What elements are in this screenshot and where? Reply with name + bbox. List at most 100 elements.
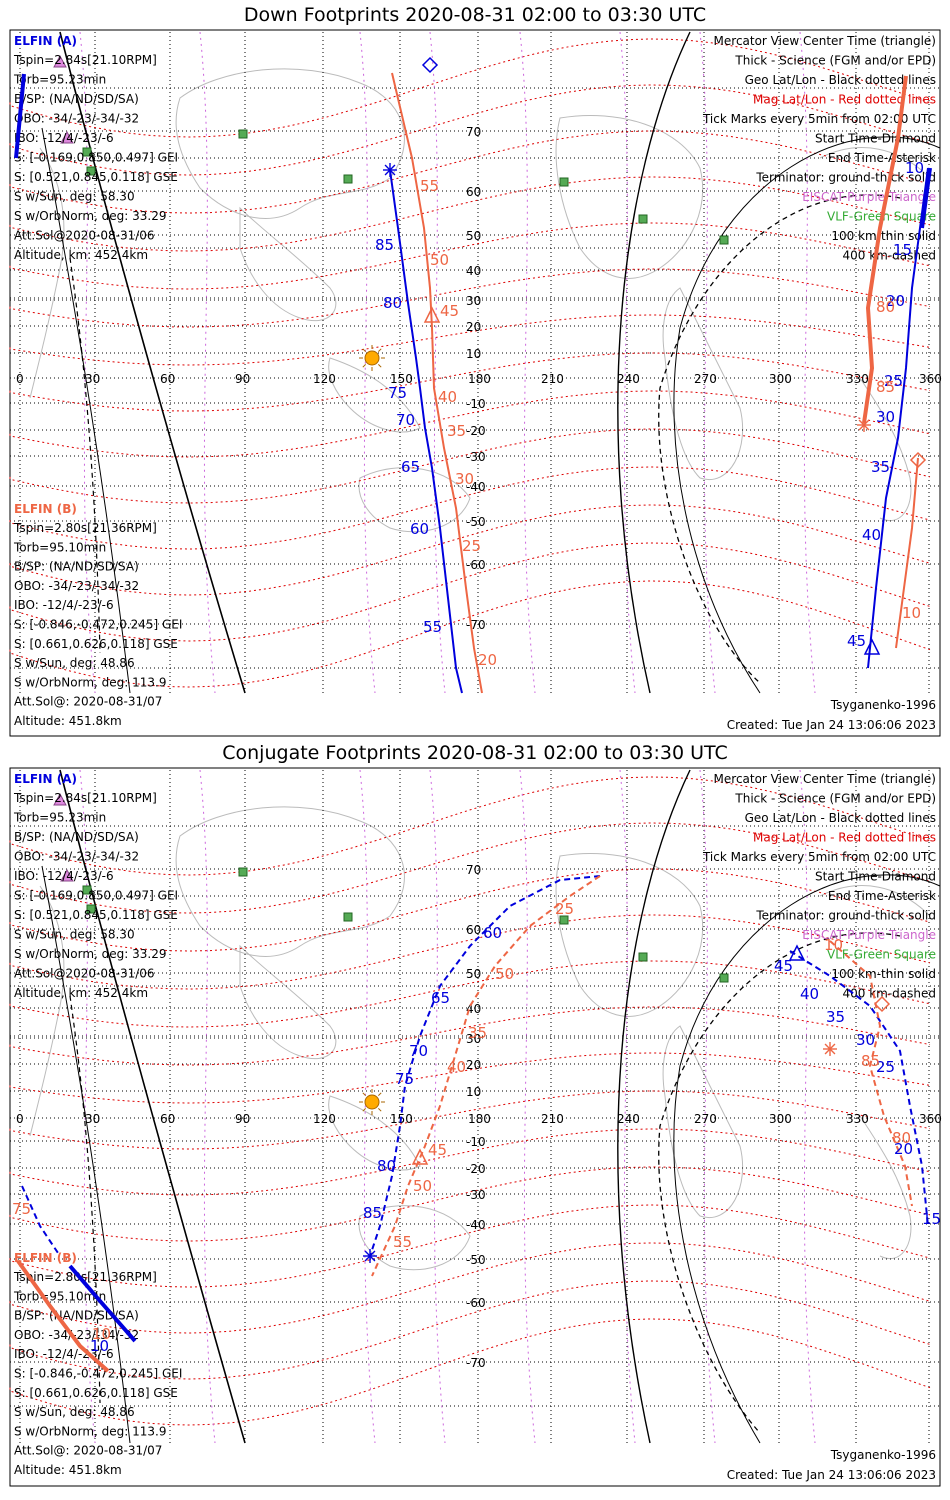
legend-entry: Terminator: ground-thick solid	[755, 909, 936, 923]
elfin-b-info-line: S: [0.661,0.626,0.118] GSE	[14, 637, 178, 651]
elfin-b-info-line: S: [0.661,0.626,0.118] GSE	[14, 1386, 178, 1400]
legend-entry: 100 km-thin solid	[831, 967, 936, 981]
track-tick-label: 10	[824, 936, 843, 954]
elfin-a-track-down	[389, 169, 463, 694]
elfin-b-track-down	[391, 72, 483, 694]
lat-tick-label: 30	[466, 1032, 481, 1046]
mag-meridians	[79, 769, 816, 1444]
lon-tick-label: 300	[769, 372, 792, 386]
track-tick-label: 55	[393, 1233, 412, 1251]
mag-parallel-9	[9, 1166, 931, 1242]
elfin-b-info-line: Torb=95.10min	[13, 540, 106, 554]
panel-title-conjugate: Conjugate Footprints 2020-08-31 02:00 to…	[222, 742, 728, 764]
continent-outline-0	[175, 68, 405, 219]
elfin-b-info-line: Altitude: 451.8km	[14, 714, 122, 728]
elfin-a-title: ELFIN (A)	[14, 772, 77, 786]
mag-parallel-5	[9, 1006, 931, 1066]
eiscat-marker	[53, 792, 67, 806]
elfin-a-info-line: Altitude, km: 452.4km	[14, 986, 148, 1000]
elfin-b-info-line: Tspin=2.80s[21.36RPM]	[13, 521, 157, 535]
vlf-station-marker	[559, 915, 569, 925]
track-tick-label: 25	[462, 537, 481, 555]
continent-outline-5	[662, 287, 744, 481]
model-label: Tsyganenko-1996	[830, 1448, 936, 1462]
track-tick-label: 45	[440, 302, 459, 320]
mag-parallel-8	[9, 1128, 931, 1196]
elfin-b-info-line: Torb=95.10min	[13, 1289, 106, 1303]
terminator-west-dashed	[69, 257, 101, 654]
elfin-b-title: ELFIN (B)	[14, 502, 77, 516]
sun-ray	[362, 364, 366, 368]
lon-tick-label: 360	[919, 372, 942, 386]
terminator-mid-solid	[617, 31, 691, 694]
mag-meridian-0	[79, 31, 96, 694]
vlf-station-marker	[343, 174, 353, 184]
track-tick-label: 40	[447, 1058, 466, 1076]
continent-outline-2	[328, 1095, 421, 1171]
lon-tick-label: 210	[541, 372, 564, 386]
terminator-east-dashed	[658, 932, 901, 1434]
elfin-a-info-line: IBO: -12/4/-23/-6	[14, 869, 114, 883]
lon-tick-label: 360	[919, 1112, 942, 1126]
track-tick-label: 35	[871, 458, 890, 476]
center-time-triangle	[788, 944, 806, 961]
mag-parallel-4	[9, 960, 931, 1028]
lat-tick-label: -60	[466, 1296, 486, 1310]
lon-tick-label: 0	[16, 1112, 24, 1126]
vlf-station-marker	[343, 912, 353, 922]
continent-outline-2	[328, 357, 421, 433]
elfin-b-title: ELFIN (B)	[14, 1251, 77, 1265]
vlf-station-marker	[638, 214, 648, 224]
track-tick-label: 10	[92, 1325, 111, 1343]
lon-tick-label: 240	[617, 372, 640, 386]
continent-outline-6	[29, 147, 931, 399]
continent-outline-3	[358, 1205, 471, 1271]
legend-entry: Mercator View Center Time (triangle)	[714, 34, 936, 48]
mag-parallel-9	[9, 428, 931, 504]
elfin-a-info-line: Tspin=2.84s[21.10RPM]	[13, 791, 157, 805]
lat-tick-label: 10	[466, 347, 481, 361]
geo-grid	[10, 770, 940, 1443]
lat-tick-label: -10	[466, 1135, 486, 1149]
lon-tick-label: 60	[160, 372, 175, 386]
elfin-a-info-line: Tspin=2.84s[21.10RPM]	[13, 53, 157, 67]
elfin-a-track-conj-east	[789, 950, 929, 1227]
lat-tick-label: 10	[466, 1085, 481, 1099]
sun-ray	[378, 348, 382, 352]
track-tick-label: 75	[388, 384, 407, 402]
mag-meridian-3	[429, 31, 446, 694]
mag-meridian-5	[619, 31, 636, 694]
vlf-station-marker	[82, 147, 92, 157]
mag-grid	[9, 776, 931, 1426]
mag-parallel-2	[9, 868, 931, 952]
elfin-b-info-line: S w/Sun, deg: 48.86	[14, 656, 135, 670]
plot-frame	[9, 767, 941, 1487]
lon-tick-label: 30	[85, 372, 100, 386]
mag-parallel-10	[9, 1204, 931, 1288]
elfin-b-info-line: B/SP: (NA/ND/SD/SA)	[14, 1309, 139, 1323]
legend-entry: 400 km-dashed	[842, 249, 936, 263]
elfin-a-info-line: S w/Sun, deg: 58.30	[14, 190, 135, 204]
legend-entry: EISCAT-Purple Triangle	[802, 928, 936, 942]
track-tick-label: 25	[884, 372, 903, 390]
mag-meridian-5	[619, 769, 636, 1444]
elfin-b-info-line: S: [-0.846,-0.472,0.245] GEI	[14, 1367, 182, 1381]
center-time-triangle	[863, 638, 881, 655]
terminator-west-solid	[59, 31, 246, 694]
mag-meridian-1	[199, 769, 216, 1444]
vlf-station-marker	[238, 129, 248, 139]
mag-meridian-2	[359, 769, 376, 1444]
lat-tick-label: 70	[466, 125, 481, 139]
elfin-a-info-line: Altitude, km: 452.4km	[14, 248, 148, 262]
elfin-a-track-conj-west	[21, 1185, 61, 1257]
lat-tick-label: 60	[466, 185, 481, 199]
elfin-a-info-line: Torb=95.23min	[13, 73, 106, 87]
mag-parallel-13	[9, 580, 931, 688]
mag-parallel-10	[9, 466, 931, 550]
lon-tick-label: 330	[846, 372, 869, 386]
track-tick-label: 55	[423, 618, 442, 636]
mag-parallel-5	[9, 268, 931, 328]
elfin-b-science-east	[862, 75, 908, 424]
mag-parallel-4	[9, 222, 931, 290]
elfin-b-info-line: OBO: -34/-23/-34/-32	[14, 1328, 139, 1342]
